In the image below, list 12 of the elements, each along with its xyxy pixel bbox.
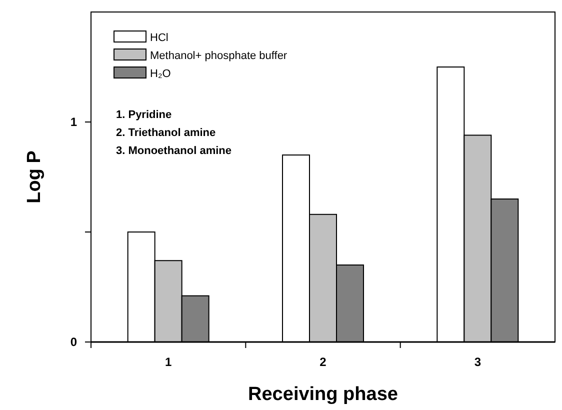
legend-label: HCl	[150, 32, 168, 44]
y-axis-title: Log P	[24, 150, 45, 204]
annotation: 3. Monoethanol amine	[116, 145, 232, 157]
annotation: 1. Pyridine	[116, 109, 172, 121]
x-tick-label: 2	[320, 355, 327, 369]
legend-label: H₂O	[150, 68, 172, 80]
x-tick-label: 3	[474, 355, 482, 369]
x-tick-label: 1	[164, 355, 172, 369]
legend-label: Methanol+ phosphate buffer	[150, 50, 288, 62]
y-tick-label: 0	[70, 335, 78, 350]
x-axis-title: Receiving phase	[248, 384, 398, 405]
annotation: 2. Triethanol amine	[116, 127, 216, 139]
